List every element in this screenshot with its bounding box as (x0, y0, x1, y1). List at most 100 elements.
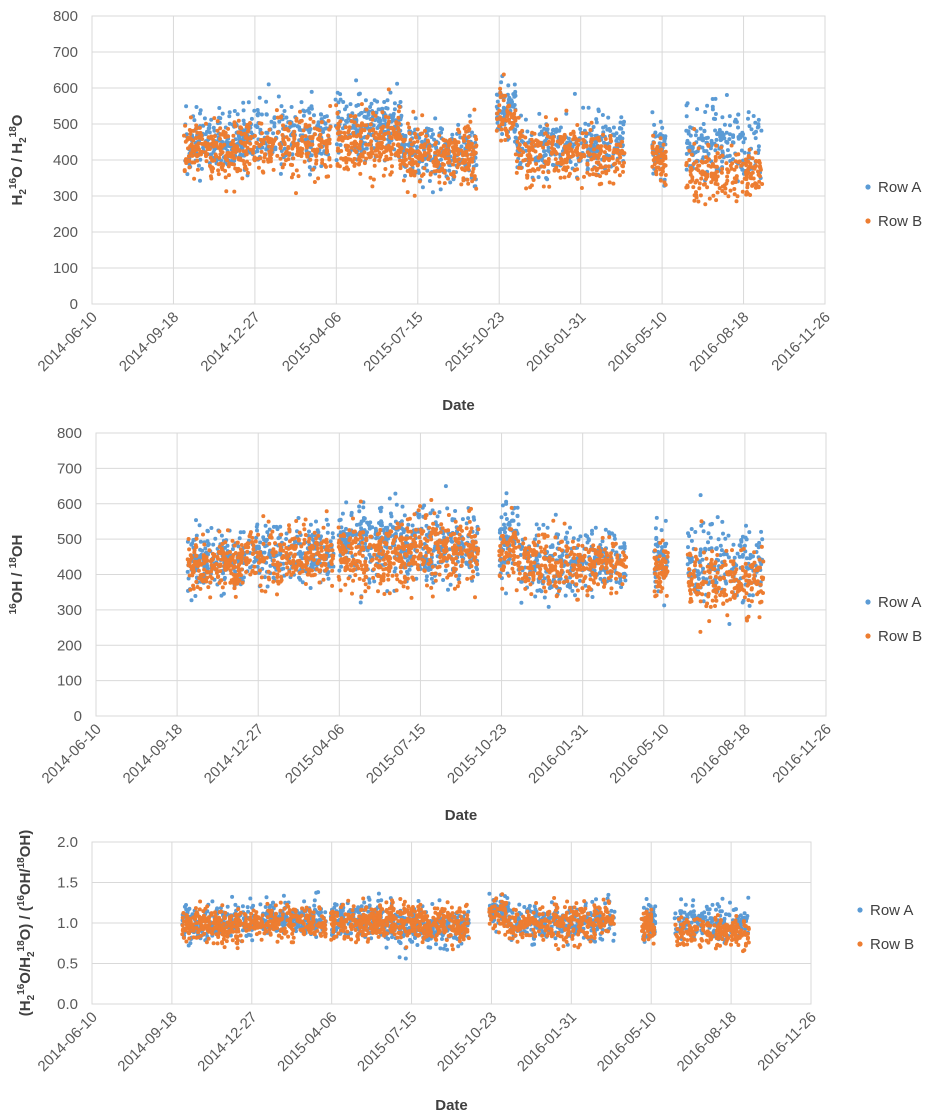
data-point (420, 139, 424, 144)
data-point (718, 543, 723, 548)
data-point (392, 107, 397, 112)
data-point (324, 174, 329, 179)
data-point (741, 161, 746, 166)
data-point (334, 103, 339, 108)
data-point (348, 114, 353, 118)
data-point (708, 522, 713, 527)
y-axis-title-part: 18 (8, 557, 19, 569)
data-point (267, 541, 272, 546)
data-point (659, 528, 664, 533)
data-point (284, 127, 289, 132)
data-point (191, 586, 196, 591)
data-point (460, 167, 465, 172)
data-point (603, 527, 608, 532)
data-point (590, 167, 595, 172)
data-point (685, 101, 690, 106)
data-point (704, 149, 709, 154)
data-point (545, 525, 550, 530)
data-point (474, 143, 479, 148)
data-point (367, 128, 372, 133)
data-point (747, 556, 752, 561)
data-point (329, 559, 334, 564)
data-point (258, 156, 263, 161)
data-point (214, 567, 219, 572)
data-point (600, 113, 605, 117)
data-point (446, 587, 450, 592)
data-point (759, 529, 764, 534)
data-point (594, 160, 599, 165)
data-point (242, 122, 247, 126)
data-point (390, 146, 395, 150)
data-point (747, 530, 752, 535)
data-point (206, 541, 211, 546)
data-point (303, 122, 308, 127)
data-point (747, 124, 752, 129)
data-point (420, 185, 425, 190)
data-point (756, 172, 761, 177)
data-point (415, 139, 420, 144)
data-point (591, 172, 596, 177)
data-point (663, 173, 668, 177)
data-point (509, 518, 514, 523)
data-point (389, 170, 394, 175)
data-point (573, 593, 577, 598)
data-point (248, 121, 252, 125)
data-point (501, 72, 506, 77)
data-point (663, 182, 668, 187)
data-point (565, 540, 570, 545)
data-point (614, 142, 619, 147)
data-point (312, 572, 317, 577)
data-point (364, 146, 369, 151)
data-point (744, 523, 748, 528)
data-point (382, 100, 387, 104)
data-point (238, 168, 243, 173)
data-point (469, 159, 474, 164)
data-point (317, 554, 322, 559)
y-tick-label: 700 (57, 460, 82, 477)
data-point (291, 563, 296, 568)
data-point (359, 102, 364, 107)
data-point (713, 128, 718, 133)
data-point (585, 534, 590, 539)
data-point (651, 133, 656, 138)
data-point (536, 175, 541, 180)
data-point (407, 148, 412, 153)
data-point (701, 182, 706, 187)
data-point (382, 118, 387, 123)
data-point (256, 165, 261, 170)
data-point (308, 550, 313, 555)
data-point (354, 78, 359, 83)
data-point (437, 510, 442, 515)
data-point (232, 560, 237, 565)
data-point (255, 564, 260, 569)
data-point (205, 529, 210, 534)
data-point (246, 125, 251, 130)
data-point (719, 145, 724, 150)
data-point (586, 105, 591, 110)
data-point (527, 152, 532, 157)
data-point (431, 160, 436, 165)
data-point (204, 154, 208, 159)
data-point (204, 121, 208, 126)
y-tick-label: 200 (53, 224, 78, 241)
data-point (320, 158, 325, 162)
data-point (370, 525, 375, 530)
data-point (471, 152, 476, 157)
data-point (448, 180, 453, 185)
data-point (244, 135, 249, 140)
data-point (699, 159, 704, 164)
data-point (271, 558, 276, 563)
data-point (321, 525, 326, 530)
data-point (422, 166, 427, 171)
data-point (442, 168, 447, 173)
data-point (330, 548, 335, 553)
data-point (564, 168, 569, 173)
data-point (266, 82, 271, 87)
data-point (698, 493, 703, 498)
data-point (345, 119, 349, 124)
data-point (358, 134, 363, 139)
data-point (236, 544, 241, 549)
data-point (378, 152, 383, 157)
data-point (316, 533, 321, 538)
data-point (439, 130, 444, 135)
